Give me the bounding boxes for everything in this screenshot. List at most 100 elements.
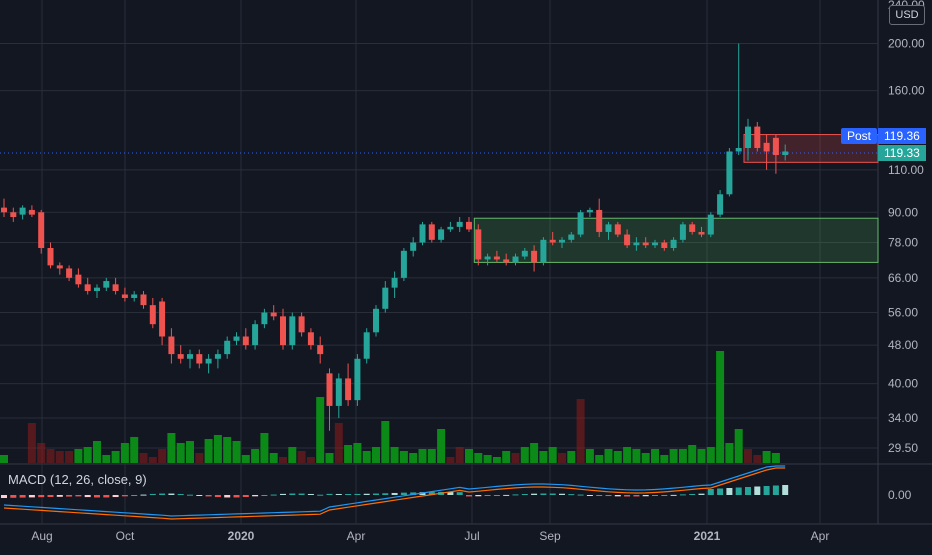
macd-pane[interactable]: 0.00 [1,465,912,520]
macd-histogram-bar [56,495,63,497]
volume-bar [474,453,483,463]
candle-body [493,256,500,260]
macd-histogram-bar [745,487,751,495]
price-tick: 110.00 [888,163,924,177]
volume-bar [446,457,455,463]
candle-body [559,239,565,243]
candle-body [531,250,538,263]
volume-bar [55,451,64,463]
price-tick: 66.00 [888,271,918,285]
macd-histogram-bar [782,485,789,495]
macd-histogram-bar [47,495,54,497]
macd-histogram-bar [707,489,714,495]
candle-body [466,221,472,230]
volume-bar [567,451,576,463]
volume-bars [0,351,780,463]
volume-bar [102,455,111,463]
macd-histogram-bar [289,493,296,495]
candle-body [642,242,649,246]
macd-histogram-bar [335,493,342,495]
time-axis[interactable]: Aug Oct 2020 Apr Jul Sep 2021 Apr [31,529,829,543]
macd-histogram-bar [363,493,370,495]
price-tick: 34.00 [888,411,918,425]
price-tick: 160.00 [888,84,925,98]
volume-bar [641,453,650,463]
candle-body [456,221,463,227]
volume-bar [734,429,743,463]
macd-histogram-bar [270,494,277,496]
volume-bar [381,421,390,463]
macd-line [3,465,786,517]
candle-body [38,212,45,249]
candle-body [568,234,575,240]
volume-bar [558,453,566,463]
candle-body [661,242,668,249]
volume-bar [27,423,36,463]
macd-histogram-bar [149,493,156,495]
volume-bar [176,443,185,463]
volume-bar [744,449,752,463]
macd-histogram-bar [400,492,407,495]
volume-bar [483,455,492,463]
macd-histogram-bar [466,495,472,497]
candle-body [735,147,742,152]
volume-bar [595,455,604,463]
volume-bar [585,449,594,463]
macd-histogram-bar [112,495,119,498]
candle-body [400,250,407,278]
candle-body [345,378,352,401]
macd-histogram-bar [428,492,435,495]
macd-histogram-bar [531,493,538,495]
volume-bar [251,449,260,463]
candle-body [382,287,389,309]
last-price-label: 119.33 [878,145,926,161]
macd-histogram-bar [224,495,231,498]
macd-histogram-bar [726,488,733,495]
candle-body [56,265,63,269]
volume-bar [613,451,622,463]
macd-histogram-bar [168,493,175,495]
macd-title[interactable]: MACD (12, 26, close, 9) [8,472,147,487]
macd-histogram-bar [75,495,82,497]
macd-histogram-bar [10,495,17,498]
macd-histogram-bar [642,495,649,497]
macd-histogram-bar [540,493,547,495]
macd-histogram-bar [605,495,612,497]
time-tick: Sep [539,529,561,543]
macd-histogram-bar [233,495,240,498]
macd-histogram-bar [679,494,686,496]
candle-body [214,354,221,359]
macd-histogram-bar [493,495,500,496]
macd-histogram-bar [382,493,389,495]
volume-bar [111,451,120,463]
volume-bar [120,443,129,463]
candle-body [280,316,286,346]
candle-body [326,373,333,406]
volume-bar [539,451,548,463]
volume-bar [83,447,92,463]
candle-body [754,126,761,148]
volume-bar [455,447,464,463]
candle-body [624,234,631,246]
price-tick: 56.00 [888,306,918,320]
candle-body [596,209,603,232]
price-axis[interactable]: 200.00 160.00 110.00 90.00 78.00 66.00 56.00 48… [888,0,925,455]
currency-button[interactable]: USD [889,5,925,25]
candle-body [28,209,35,215]
volume-bar [530,443,539,463]
macd-histogram-bar [512,494,519,496]
macd-histogram-bar [456,492,463,495]
macd-histogram-bar [103,495,110,498]
volume-bar [372,447,380,463]
volume-bar [0,455,8,463]
price-tick: 29.50 [888,441,918,455]
macd-histogram-bar [196,495,203,496]
candle-body [512,256,519,263]
macd-histogram-bar [586,495,593,496]
candle-body [75,274,82,285]
volume-bar [316,397,325,463]
volume-bar [167,433,176,463]
candles [1,43,789,431]
